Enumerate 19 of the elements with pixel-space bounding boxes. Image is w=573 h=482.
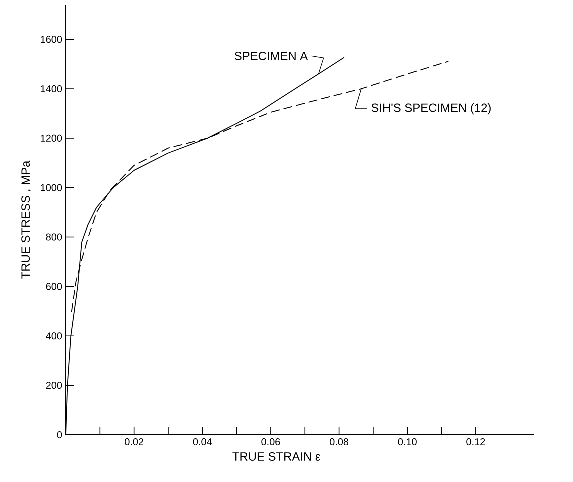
y-tick-label: 1200 — [41, 134, 62, 142]
y-tick-label: 800 — [46, 234, 62, 241]
x-tick-label: 0.02 — [125, 438, 144, 446]
y-tick-label: 1000 — [41, 184, 62, 192]
x-tick-label: 0.06 — [262, 438, 280, 446]
y-tick-label: 0 — [57, 431, 62, 439]
y-tick-label: 200 — [46, 382, 62, 390]
x-axis-title: TRUE STRAIN ε — [232, 452, 321, 461]
y-tick-label: 1600 — [41, 36, 62, 44]
series-label: SIH'S SPECIMEN (12) — [372, 103, 491, 115]
y-axis-title: TRUE STRESS , MPa — [22, 160, 32, 279]
x-tick-label: 0.04 — [193, 438, 212, 446]
series-label: SPECIMEN A — [234, 52, 308, 60]
x-tick-label: 0.08 — [330, 438, 349, 446]
y-tick-label: 400 — [46, 332, 62, 340]
x-tick-label: 0.12 — [466, 438, 486, 446]
y-tick-label: 600 — [46, 283, 62, 290]
y-tick-label: 1400 — [41, 85, 62, 93]
x-tick-label: 0.10 — [398, 438, 417, 446]
